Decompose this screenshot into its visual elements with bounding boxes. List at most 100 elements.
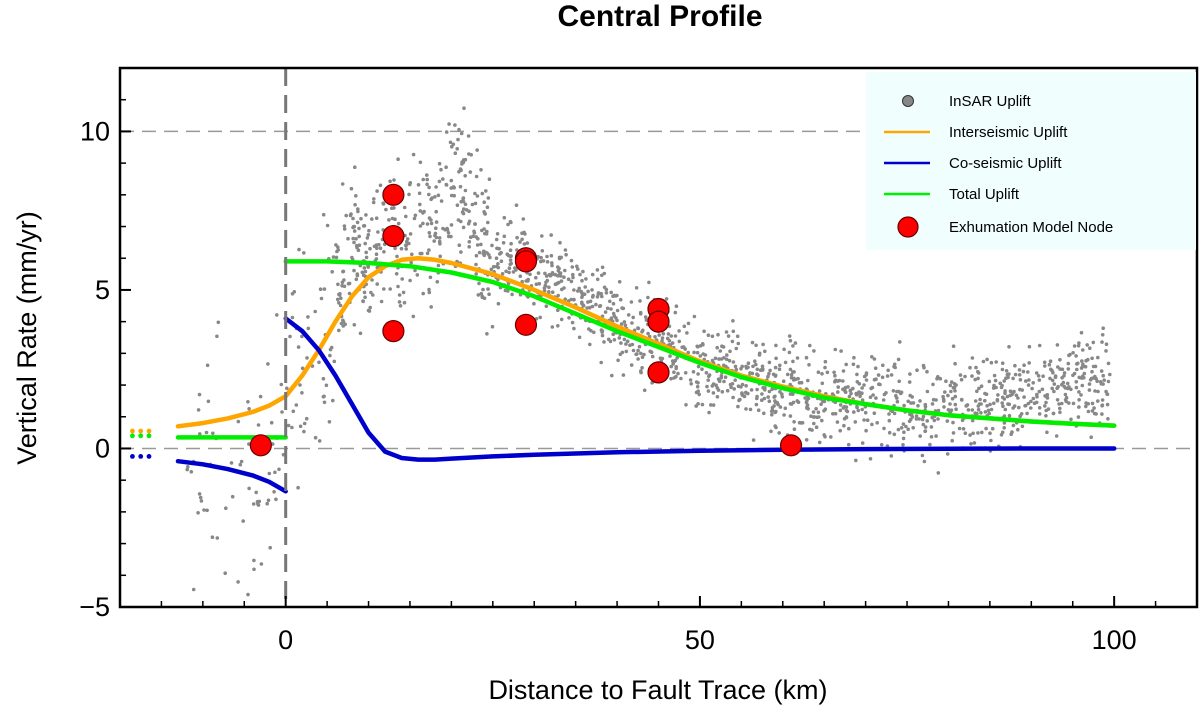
insar-point <box>317 439 322 443</box>
insar-point <box>236 419 241 424</box>
insar-point <box>1098 380 1103 384</box>
insar-point <box>979 384 984 389</box>
insar-point <box>740 392 744 396</box>
insar-point <box>368 246 372 251</box>
insar-point <box>609 290 613 295</box>
insar-point <box>660 339 664 343</box>
insar-point <box>452 186 457 190</box>
insar-point <box>720 344 724 349</box>
insar-point <box>459 250 463 254</box>
exhumation-node <box>514 313 538 336</box>
insar-point <box>359 216 363 221</box>
insar-point <box>444 165 448 169</box>
insar-point <box>934 398 938 402</box>
insar-point <box>951 431 956 435</box>
insar-point <box>787 350 792 355</box>
insar-point <box>792 427 797 432</box>
insar-point <box>407 241 411 246</box>
insar-point <box>829 435 833 439</box>
insar-point <box>438 254 443 259</box>
insar-point <box>1027 344 1032 349</box>
insar-point <box>480 191 485 196</box>
insar-point <box>215 334 219 339</box>
insar-point <box>363 241 368 246</box>
insar-point <box>327 420 332 424</box>
insar-point <box>769 429 773 434</box>
truncated-marker <box>146 428 152 434</box>
insar-point <box>353 203 357 207</box>
insar-point <box>487 177 492 181</box>
insar-point <box>673 310 678 315</box>
insar-point <box>629 300 634 304</box>
insar-point <box>404 247 409 251</box>
insar-point <box>739 385 743 389</box>
insar-point <box>457 243 462 247</box>
insar-point <box>355 220 360 225</box>
insar-point <box>481 287 485 292</box>
insar-point <box>562 275 566 280</box>
insar-point <box>362 266 367 270</box>
insar-point <box>987 379 992 384</box>
insar-point <box>1102 378 1106 383</box>
insar-point <box>334 255 339 260</box>
insar-point <box>508 258 513 262</box>
insar-point <box>364 255 369 260</box>
insar-point <box>1030 386 1034 391</box>
insar-point <box>1104 342 1109 347</box>
insar-point <box>539 255 543 260</box>
insar-point <box>934 434 938 438</box>
insar-point <box>1087 388 1092 392</box>
insar-point <box>771 372 776 377</box>
insar-point <box>773 410 777 415</box>
insar-point <box>500 272 505 276</box>
insar-point <box>793 341 798 345</box>
insar-point <box>957 426 962 431</box>
insar-point <box>1075 362 1079 366</box>
insar-point <box>421 177 426 182</box>
insar-point <box>732 387 736 391</box>
insar-point <box>700 402 705 407</box>
insar-point <box>364 250 369 255</box>
insar-point <box>833 347 838 352</box>
insar-point <box>577 286 581 291</box>
insar-point <box>742 394 747 399</box>
insar-point <box>499 250 503 255</box>
insar-point <box>887 418 892 423</box>
insar-point <box>754 402 759 407</box>
insar-point <box>636 357 640 361</box>
insar-point <box>433 195 437 199</box>
insar-point <box>331 398 335 403</box>
insar-point <box>895 399 900 404</box>
insar-point <box>544 304 549 309</box>
insar-point <box>622 320 627 324</box>
insar-point <box>381 202 386 206</box>
insar-point <box>422 209 426 214</box>
insar-point <box>914 417 919 421</box>
insar-point <box>609 307 613 311</box>
insar-point <box>846 385 850 389</box>
insar-point <box>650 354 655 359</box>
insar-point <box>523 232 527 236</box>
insar-point <box>325 223 330 228</box>
insar-point <box>851 362 856 367</box>
insar-point <box>1065 381 1070 386</box>
insar-point <box>730 339 735 344</box>
insar-point <box>735 334 740 339</box>
insar-point <box>371 293 375 297</box>
insar-point <box>365 236 370 240</box>
insar-point <box>425 222 430 226</box>
insar-point <box>434 220 439 224</box>
insar-point <box>580 291 584 295</box>
insar-point <box>602 271 607 276</box>
insar-point <box>577 335 582 340</box>
insar-point <box>347 281 352 286</box>
insar-point <box>437 179 442 184</box>
chart-title: Central Profile <box>557 0 762 33</box>
insar-point <box>358 331 363 336</box>
insar-point <box>630 342 635 347</box>
insar-point <box>382 287 386 291</box>
insar-point <box>1067 385 1071 389</box>
insar-point <box>744 366 749 370</box>
insar-point <box>455 203 460 207</box>
insar-point <box>544 274 549 278</box>
